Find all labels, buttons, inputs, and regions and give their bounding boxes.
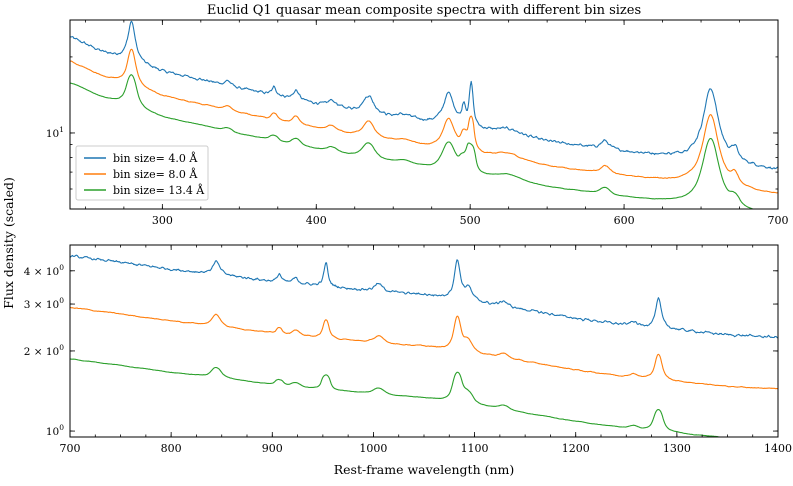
top-series-8.0A bbox=[70, 48, 778, 194]
bottom-axes-frame bbox=[69, 244, 779, 438]
legend-label-13: bin size= 13.4 Å bbox=[113, 183, 205, 197]
bottom-x-tick-label: 1400 bbox=[764, 442, 792, 455]
bottom-x-tick-label: 700 bbox=[60, 442, 81, 455]
bottom-x-tick-label: 1100 bbox=[461, 442, 489, 455]
legend: bin size= 4.0 Å bin size= 8.0 Å bin size… bbox=[75, 145, 209, 201]
y-axis-label: Flux density (scaled) bbox=[1, 177, 16, 309]
top-x-tick-label: 700 bbox=[768, 214, 789, 227]
bottom-x-tick-label: 1300 bbox=[663, 442, 691, 455]
top-x-tick-label: 300 bbox=[152, 214, 173, 227]
bottom-y-tick-label: 100 bbox=[46, 423, 64, 438]
bottom-series-13.4A bbox=[70, 358, 723, 437]
chart-title: Euclid Q1 quasar mean composite spectra … bbox=[207, 3, 641, 18]
top-series-4.0A bbox=[70, 20, 778, 170]
top-x-tick-label: 500 bbox=[460, 214, 481, 227]
top-x-tick-label: 400 bbox=[306, 214, 327, 227]
bottom-y-tick-label: 2 × 100 bbox=[24, 343, 65, 358]
top-y-tick-label: 101 bbox=[46, 125, 64, 140]
x-axis-label: Rest-frame wavelength (nm) bbox=[334, 462, 515, 477]
legend-label-4: bin size= 4.0 Å bbox=[113, 151, 198, 165]
bottom-series-8.0A bbox=[70, 306, 778, 390]
bottom-x-tick-label: 800 bbox=[161, 442, 182, 455]
legend-label-8: bin size= 8.0 Å bbox=[113, 167, 198, 181]
bottom-y-tick-label: 3 × 100 bbox=[24, 296, 65, 311]
bottom-x-tick-label: 1200 bbox=[562, 442, 590, 455]
bottom-x-tick-label: 900 bbox=[262, 442, 283, 455]
bottom-panel: 700 800 900 1000 1100 1200 1300 1400 100 2 × 100 3… bbox=[24, 244, 792, 455]
top-x-tick-label: 600 bbox=[614, 214, 635, 227]
top-series-13.4A bbox=[70, 74, 755, 209]
top-panel: 300 400 500 600 700 101 bbox=[46, 19, 789, 227]
bottom-x-tick-label: 1000 bbox=[359, 442, 387, 455]
top-axes-frame bbox=[69, 19, 779, 210]
bottom-y-tick-label: 4 × 100 bbox=[24, 263, 65, 278]
legend-box bbox=[75, 145, 209, 201]
bottom-series-4.0A bbox=[70, 254, 778, 339]
